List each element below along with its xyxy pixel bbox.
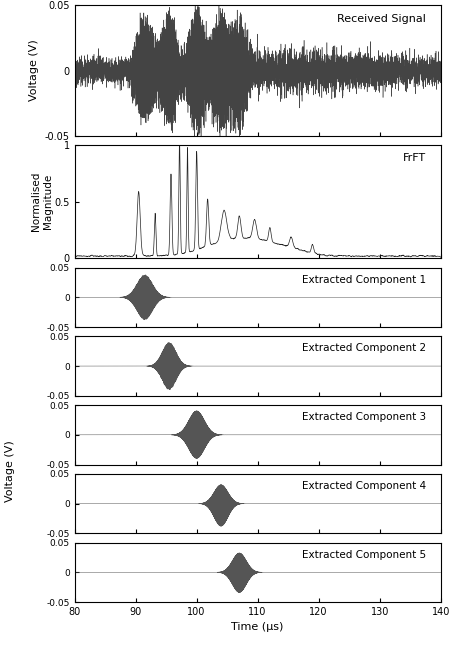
Text: Extracted Component 3: Extracted Component 3	[301, 412, 425, 422]
Text: Received Signal: Received Signal	[336, 14, 425, 25]
X-axis label: Time (μs): Time (μs)	[231, 623, 283, 632]
Text: Extracted Component 2: Extracted Component 2	[301, 344, 425, 353]
Text: Extracted Component 4: Extracted Component 4	[301, 481, 425, 491]
Text: Extracted Component 1: Extracted Component 1	[301, 275, 425, 285]
Text: Extracted Component 5: Extracted Component 5	[301, 550, 425, 559]
Y-axis label: Normalised
Magnitude: Normalised Magnitude	[31, 172, 53, 231]
Y-axis label: Voltage (V): Voltage (V)	[29, 39, 39, 101]
Text: Voltage (V): Voltage (V)	[5, 441, 15, 503]
Text: FrFT: FrFT	[402, 153, 425, 163]
